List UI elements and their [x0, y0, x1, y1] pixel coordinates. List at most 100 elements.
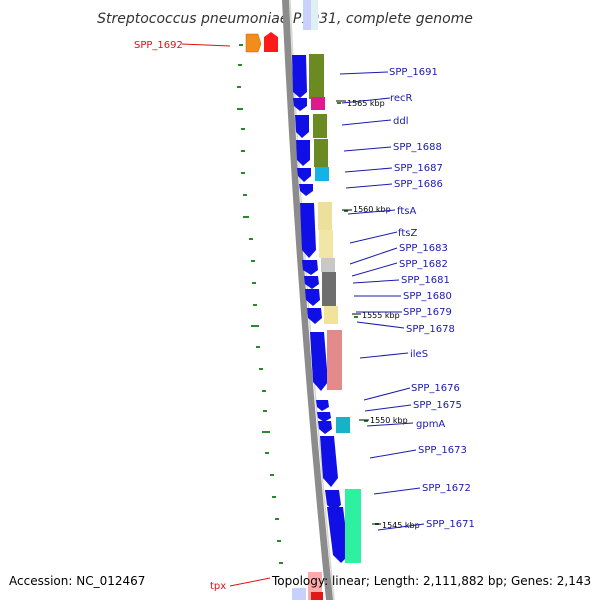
gene-label[interactable]: ftsA: [397, 206, 416, 217]
gc-tick: [263, 410, 267, 412]
gc-tick: [265, 452, 269, 454]
leader-line: [341, 119, 392, 126]
gc-tick: [251, 260, 255, 262]
gene-spp1692-red[interactable]: [264, 32, 278, 52]
gc-tick: [239, 44, 243, 46]
leader-line: [349, 247, 398, 265]
gene-arrow[interactable]: [310, 332, 328, 391]
gene-label[interactable]: SPP_1672: [422, 483, 471, 494]
leader-line: [343, 146, 392, 152]
scale-label: 1560 kbp: [353, 205, 391, 214]
gc-tick: [237, 108, 243, 110]
feature-top-1: [303, 0, 311, 30]
gene-label[interactable]: SPP_1687: [394, 163, 443, 174]
gc-tick: [275, 518, 279, 520]
gene-arrow[interactable]: [297, 168, 311, 182]
cog-bar: [345, 489, 361, 563]
gc-tick: [337, 102, 341, 104]
gc-tick: [262, 431, 270, 433]
gene-arrow[interactable]: [296, 140, 310, 166]
gene-arrow[interactable]: [292, 55, 307, 98]
cog-bars: [309, 54, 361, 563]
scale-marks: 1565 kbp 1560 kbp 1555 kbp 1550 kbp 1545…: [336, 99, 420, 530]
gene-arrow[interactable]: [325, 490, 341, 511]
gene-label[interactable]: SPP_1679: [403, 307, 452, 318]
gene-arrow[interactable]: [302, 260, 318, 275]
gene-arrow[interactable]: [320, 436, 338, 487]
leader-line: [344, 167, 393, 173]
gene-label[interactable]: ddl: [393, 116, 408, 127]
gene-arrow[interactable]: [295, 115, 309, 138]
leader-line: [349, 231, 398, 244]
gene-label[interactable]: ftsZ: [398, 228, 417, 239]
gc-ticks: [237, 44, 379, 564]
cog-bar: [314, 139, 328, 167]
cog-bar: [313, 114, 327, 138]
gc-tick: [262, 390, 266, 392]
gene-arrow[interactable]: [317, 412, 331, 422]
feature-bottom-1: [292, 588, 306, 600]
gc-tick: [256, 346, 260, 348]
gene-label[interactable]: ileS: [410, 349, 428, 360]
cog-bar: [318, 202, 332, 230]
gene-label[interactable]: SPP_1686: [394, 179, 443, 190]
gene-label[interactable]: SPP_1692: [134, 40, 183, 51]
gc-tick: [279, 562, 283, 564]
leader-line: [364, 404, 412, 412]
gene-arrow[interactable]: [304, 276, 319, 289]
scale-label: 1565 kbp: [347, 99, 385, 108]
gene-label[interactable]: SPP_1678: [406, 324, 455, 335]
gc-tick: [272, 496, 276, 498]
gc-tick: [364, 420, 368, 422]
cog-bar: [309, 54, 324, 99]
gene-labels: SPP_1692 SPP_1691 recR ddl SPP_1688 SPP_…: [134, 40, 475, 592]
gene-label[interactable]: recR: [390, 93, 413, 104]
gene-label[interactable]: gpmA: [416, 419, 445, 430]
gene-label[interactable]: SPP_1675: [413, 400, 462, 411]
gene-label[interactable]: tpx: [210, 581, 226, 592]
feature-top-2: [311, 0, 318, 30]
gc-tick: [252, 282, 256, 284]
gene-spp1692-orange[interactable]: [245, 33, 262, 53]
gc-tick: [277, 540, 281, 542]
leader-line: [366, 422, 414, 427]
gene-label[interactable]: SPP_1688: [393, 142, 442, 153]
gene-label[interactable]: SPP_1673: [418, 445, 467, 456]
gene-arrow[interactable]: [293, 98, 307, 111]
gc-tick: [243, 194, 247, 196]
scale-label: 1545 kbp: [382, 521, 420, 530]
cog-bar: [311, 97, 325, 110]
leader-line: [352, 279, 400, 284]
gene-arrow[interactable]: [299, 184, 313, 196]
gc-tick: [241, 172, 245, 174]
gc-tick: [241, 128, 245, 130]
gc-tick: [253, 304, 257, 306]
gene-label[interactable]: SPP_1676: [411, 383, 460, 394]
gene-arrow[interactable]: [316, 400, 329, 411]
gc-tick: [270, 474, 274, 476]
cog-bar: [319, 230, 333, 258]
leader-line: [345, 183, 393, 189]
gene-label[interactable]: SPP_1671: [426, 519, 475, 530]
label-leaders: [181, 43, 425, 587]
gene-arrow[interactable]: [300, 203, 316, 258]
gene-arrow[interactable]: [318, 421, 332, 434]
gene-arrow[interactable]: [305, 289, 320, 306]
gene-label[interactable]: SPP_1681: [401, 275, 450, 286]
cog-bar: [324, 306, 338, 324]
gene-arrow[interactable]: [327, 507, 349, 563]
cog-bar: [322, 272, 336, 306]
gene-arrow[interactable]: [307, 308, 322, 324]
gc-tick: [237, 86, 241, 88]
gene-label[interactable]: SPP_1691: [389, 67, 438, 78]
gene-label[interactable]: SPP_1683: [399, 243, 448, 254]
gene-label[interactable]: SPP_1682: [399, 259, 448, 270]
gc-tick: [241, 150, 245, 152]
gene-label[interactable]: SPP_1680: [403, 291, 452, 302]
leader-line: [369, 449, 417, 459]
leader-line: [377, 523, 425, 531]
scale-label: 1550 kbp: [370, 416, 408, 425]
leader-line: [356, 321, 405, 329]
gc-tick: [344, 210, 348, 212]
